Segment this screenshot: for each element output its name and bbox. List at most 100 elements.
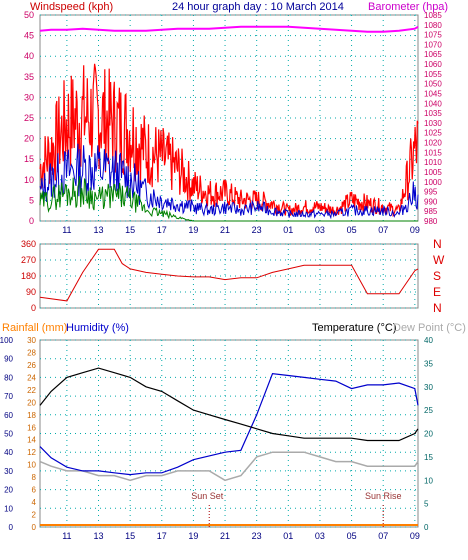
dir-y-tick-180: 180 [21, 271, 36, 281]
wind-x-tick-19: 19 [188, 225, 198, 235]
temp-x-tick-15: 15 [125, 531, 135, 541]
dir-right-label-0: N [433, 237, 442, 251]
baro-y-tick-1020: 1020 [424, 139, 442, 148]
rain-y-tick-4: 4 [32, 498, 37, 507]
baro-y-tick-1050: 1050 [424, 80, 442, 89]
wind-y-tick-45: 45 [24, 31, 34, 41]
header-windspeed: Windspeed (kph) [30, 1, 113, 13]
temp-x-tick-21: 21 [220, 531, 230, 541]
dir-right-label-4: N [433, 301, 442, 315]
temp-y-tick-30: 30 [424, 383, 433, 392]
rain-y-tick-6: 6 [32, 486, 37, 495]
wind-y-tick-5: 5 [29, 195, 34, 205]
temp-y-tick-20: 20 [424, 430, 433, 439]
baro-y-tick-1055: 1055 [424, 70, 442, 79]
rain-y-tick-30: 30 [27, 336, 36, 345]
dir-y-tick-360: 360 [21, 239, 36, 249]
temp-x-tick-23: 23 [252, 531, 262, 541]
baro-y-tick-995: 995 [424, 188, 438, 197]
temp-x-tick-05: 05 [347, 531, 357, 541]
hum-y-tick-10: 10 [4, 504, 13, 513]
dir-right-label-1: W [433, 253, 445, 267]
temperature-line [39, 367, 419, 442]
temp-x-tick-17: 17 [157, 531, 167, 541]
rain-y-tick-22: 22 [27, 386, 36, 395]
humidity-line [39, 373, 419, 476]
temp-y-tick-0: 0 [424, 523, 429, 532]
sunset-label: Sun Set [191, 491, 224, 501]
wind-gust-line [39, 63, 419, 218]
dir-right-label-3: E [433, 285, 441, 299]
wind-x-tick-13: 13 [94, 225, 104, 235]
hum-y-tick-0: 0 [9, 523, 14, 532]
wind-x-tick-11: 11 [62, 225, 71, 235]
temp-y-tick-10: 10 [424, 476, 433, 485]
dir-right-label-2: S [433, 269, 441, 283]
header-temperature: Temperature (°C) [312, 322, 396, 334]
baro-y-tick-1000: 1000 [424, 178, 442, 187]
wind-y-tick-50: 50 [24, 10, 34, 20]
baro-y-tick-1080: 1080 [424, 21, 442, 30]
dir-y-tick-90: 90 [26, 287, 36, 297]
baro-y-tick-1035: 1035 [424, 109, 442, 118]
wind-barometer-panel: 0510152025303540455098098599099510001005… [24, 10, 442, 235]
wind-frame [39, 14, 419, 222]
baro-y-tick-990: 990 [424, 197, 438, 206]
baro-y-tick-1075: 1075 [424, 31, 442, 40]
wind-x-tick-03: 03 [315, 225, 325, 235]
wind-low-line [39, 176, 418, 222]
wind-y-tick-30: 30 [24, 92, 34, 102]
temp-x-tick-03: 03 [315, 531, 325, 541]
baro-y-tick-980: 980 [424, 217, 438, 226]
baro-y-tick-1015: 1015 [424, 148, 442, 157]
temp-y-tick-35: 35 [424, 359, 433, 368]
hum-y-tick-90: 90 [4, 355, 13, 364]
baro-y-tick-1060: 1060 [424, 60, 442, 69]
temp-y-tick-25: 25 [424, 406, 433, 415]
rain-y-tick-20: 20 [27, 398, 36, 407]
temp-humidity-panel: 0102030405060708090100024681012141618202… [0, 336, 433, 541]
hum-y-tick-80: 80 [4, 373, 13, 382]
hum-y-tick-30: 30 [4, 467, 13, 476]
dir-y-tick-270: 270 [21, 255, 36, 265]
temp-x-tick-19: 19 [188, 531, 198, 541]
temp-x-tick-09: 09 [410, 531, 420, 541]
header-title: 24 hour graph day : 10 March 2014 [172, 1, 344, 13]
temp-y-tick-15: 15 [424, 453, 433, 462]
rain-y-tick-2: 2 [32, 511, 37, 520]
wind-x-tick-17: 17 [157, 225, 167, 235]
rain-y-tick-16: 16 [27, 423, 36, 432]
dewpoint-line [39, 451, 419, 482]
header-rainfall: Rainfall (mm) [2, 322, 67, 334]
baro-y-tick-1045: 1045 [424, 89, 442, 98]
rain-y-tick-0: 0 [32, 523, 37, 532]
wind-x-tick-21: 21 [220, 225, 230, 235]
hum-y-tick-40: 40 [4, 448, 13, 457]
rain-y-tick-18: 18 [27, 411, 36, 420]
baro-y-tick-1030: 1030 [424, 119, 442, 128]
hum-y-tick-60: 60 [4, 411, 13, 420]
wind-y-tick-0: 0 [29, 216, 34, 226]
wind-y-tick-20: 20 [24, 134, 34, 144]
baro-y-tick-985: 985 [424, 207, 438, 216]
hum-y-tick-50: 50 [4, 430, 13, 439]
temp-x-tick-11: 11 [62, 531, 71, 541]
hum-y-tick-100: 100 [0, 336, 14, 345]
rain-y-tick-28: 28 [27, 348, 36, 357]
baro-y-tick-1085: 1085 [424, 11, 442, 20]
temp-x-tick-13: 13 [94, 531, 104, 541]
header-barometer: Barometer (hpa) [368, 1, 448, 13]
wind-avg-line [39, 143, 419, 220]
header-humidity: Humidity (%) [66, 322, 129, 334]
rain-y-tick-14: 14 [27, 436, 36, 445]
wind-x-tick-15: 15 [125, 225, 135, 235]
dir-y-tick-0: 0 [31, 303, 36, 313]
rain-y-tick-10: 10 [27, 461, 36, 470]
wind-x-tick-05: 05 [347, 225, 357, 235]
temp-y-tick-40: 40 [424, 336, 433, 345]
wind-y-tick-25: 25 [24, 113, 34, 123]
wind-direction-line [39, 248, 419, 302]
